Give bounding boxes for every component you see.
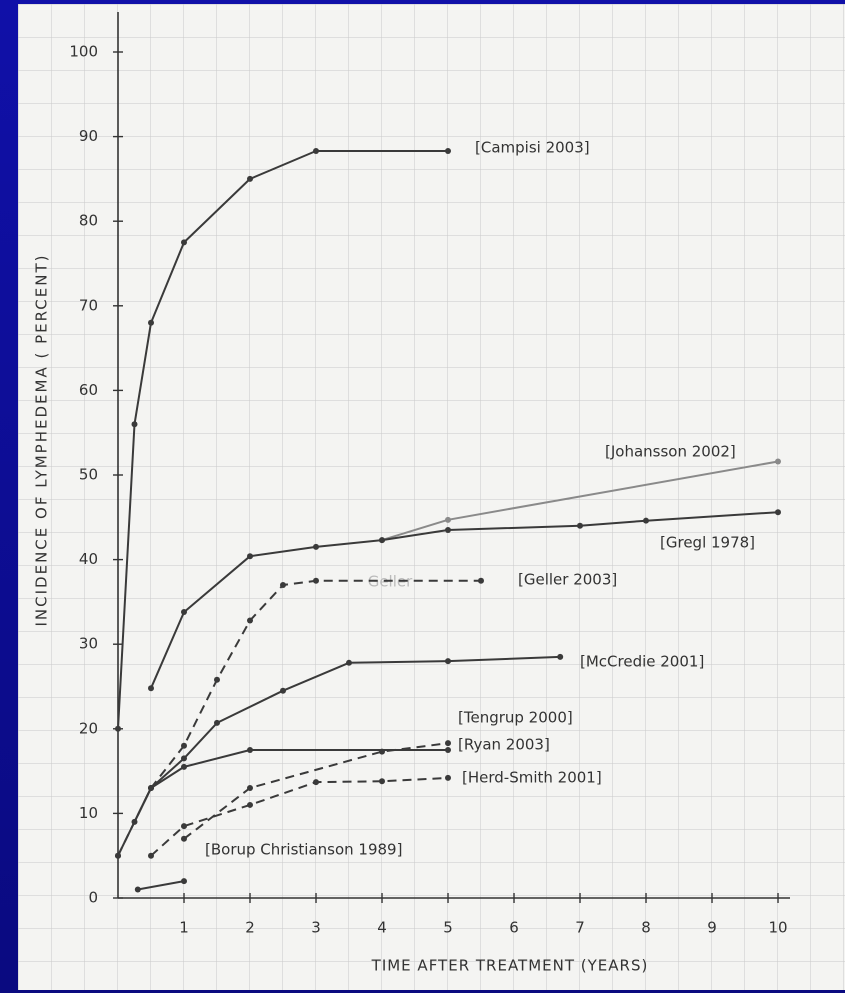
x-tick-label: 3 [311,919,321,937]
data-point [148,685,154,691]
data-point [313,779,319,785]
data-point [643,518,649,524]
data-point [445,658,451,664]
data-point [478,578,484,584]
data-point [181,878,187,884]
data-point [445,148,451,154]
x-tick-label: 4 [377,919,387,937]
data-point [181,764,187,770]
y-tick-label: 70 [79,296,98,314]
data-point [313,578,319,584]
y-tick-label: 40 [79,550,98,568]
data-point [379,749,385,755]
data-point [775,458,781,464]
data-point [132,421,138,427]
data-point [445,517,451,523]
data-point [181,609,187,615]
x-axis-label: TIME AFTER TREATMENT (YEARS) [371,957,649,975]
data-point [445,747,451,753]
series-label: [Gregl 1978] [660,534,755,552]
data-point [115,853,121,859]
y-tick-label: 0 [88,889,98,907]
data-point [445,740,451,746]
data-point [313,148,319,154]
series-label: [Campisi 2003] [475,139,590,157]
y-tick-label: 30 [79,635,98,653]
y-tick-label: 20 [79,719,98,737]
data-point [280,582,286,588]
y-tick-label: 90 [79,127,98,145]
data-point [247,553,253,559]
data-point [313,544,319,550]
data-point [181,823,187,829]
series-label: [Ryan 2003] [458,736,550,754]
data-point [181,239,187,245]
y-tick-label: 10 [79,804,98,822]
series-label: [Johansson 2002] [605,443,736,461]
data-point [247,785,253,791]
data-point [577,523,583,529]
data-point [247,747,253,753]
x-tick-label: 1 [179,919,189,937]
data-point [135,887,141,893]
data-point [181,755,187,761]
data-point [214,677,220,683]
y-tick-label: 80 [79,212,98,230]
data-point [247,176,253,182]
data-point [181,836,187,842]
data-point [181,743,187,749]
x-tick-label: 8 [641,919,651,937]
data-point [148,853,154,859]
y-tick-label: 100 [69,43,98,61]
data-point [115,726,121,732]
series-label: [McCredie 2001] [580,653,704,671]
y-tick-label: 60 [79,381,98,399]
page: INCIDENCE OF LYMPHEDEMA ( PERCENT) TIME … [0,0,845,993]
x-tick-label: 9 [707,919,717,937]
series-label: [Herd-Smith 2001] [462,769,602,787]
y-tick-label: 50 [79,466,98,484]
series-label: [Geller 2003] [518,571,617,589]
series-label: [Tengrup 2000] [458,709,573,727]
data-point [247,618,253,624]
data-point [775,509,781,515]
data-point [247,802,253,808]
data-point [557,654,563,660]
x-tick-label: 10 [768,919,787,937]
data-point [148,320,154,326]
data-point [148,785,154,791]
x-tick-label: 7 [575,919,585,937]
data-point [445,527,451,533]
data-point [379,778,385,784]
data-point [132,819,138,825]
data-point [214,720,220,726]
data-point [445,775,451,781]
x-tick-label: 5 [443,919,453,937]
series-label: [Borup Christianson 1989] [205,841,402,859]
data-point [280,688,286,694]
y-axis-label: INCIDENCE OF LYMPHEDEMA ( PERCENT) [33,254,51,627]
chart: INCIDENCE OF LYMPHEDEMA ( PERCENT) TIME … [0,0,845,993]
x-tick-label: 6 [509,919,519,937]
data-point [379,537,385,543]
data-point [346,660,352,666]
x-tick-label: 2 [245,919,255,937]
